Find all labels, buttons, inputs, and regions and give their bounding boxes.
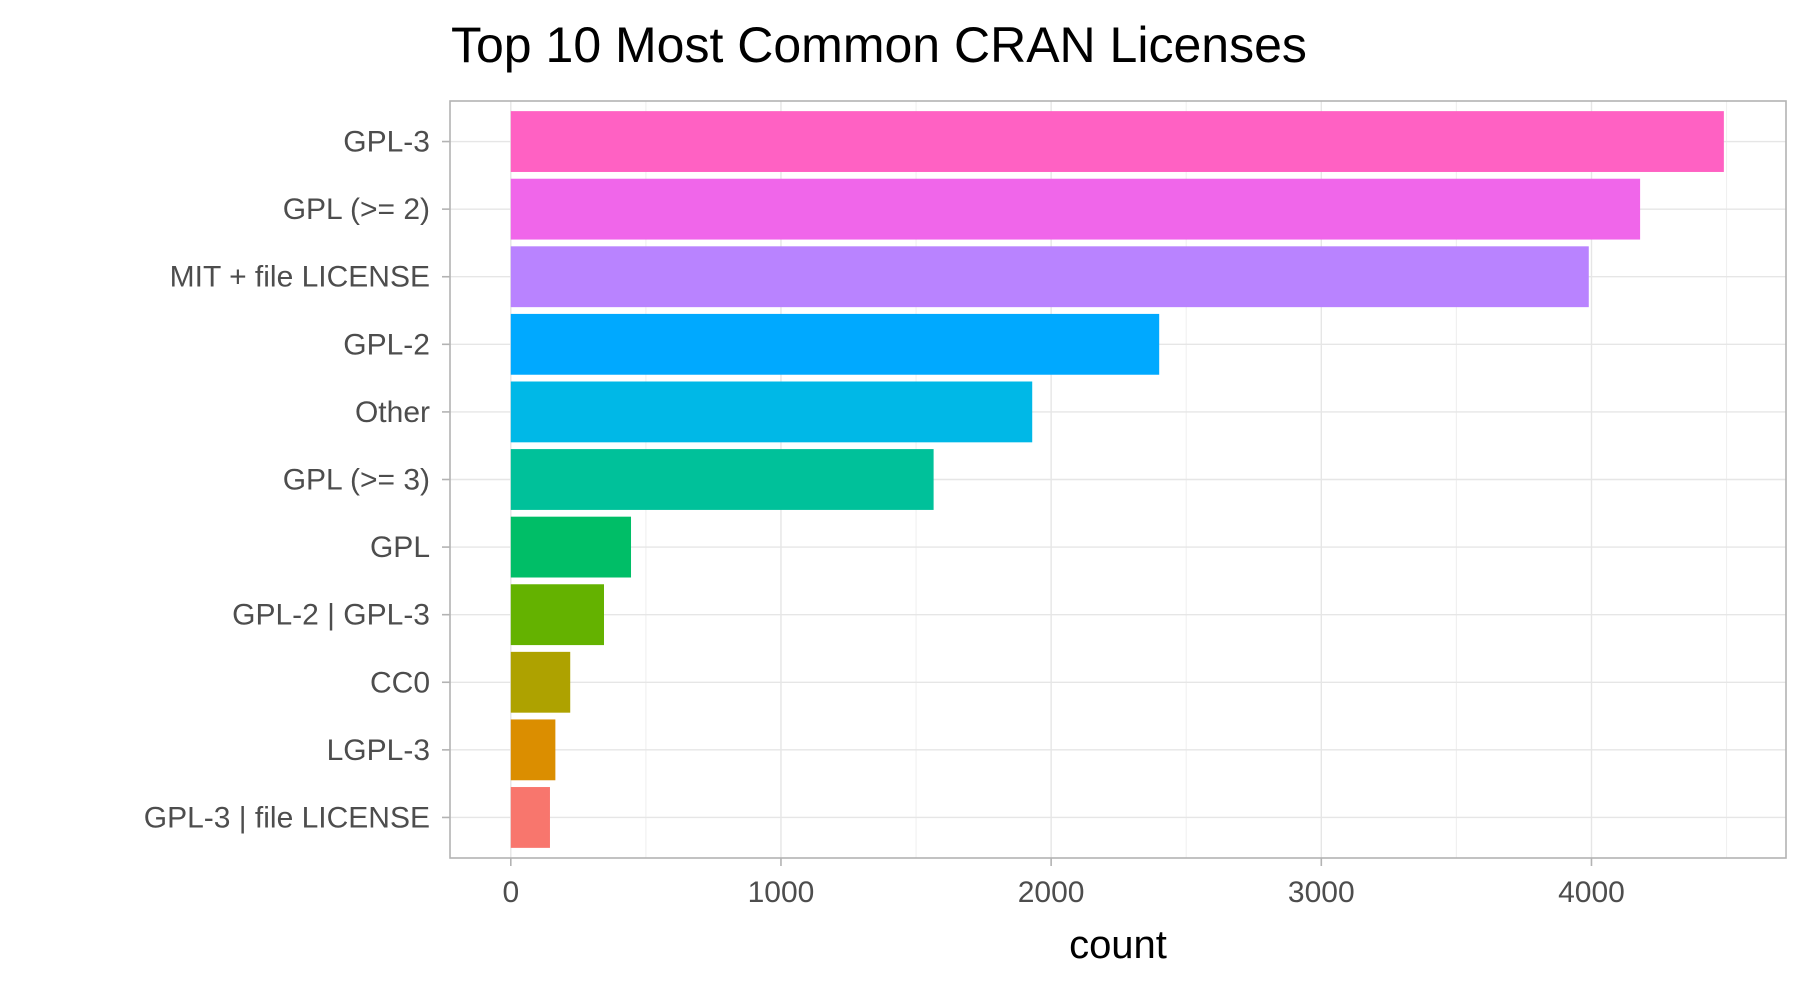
chart-title: Top 10 Most Common CRAN Licenses — [451, 17, 1307, 73]
y-tick-label: GPL-3 — [343, 126, 430, 159]
x-axis-title: count — [1069, 923, 1167, 967]
y-tick-label: GPL (>= 2) — [283, 193, 430, 226]
x-tick-label: 2000 — [1018, 876, 1085, 909]
bar — [510, 246, 1589, 308]
x-tick-label: 1000 — [748, 876, 815, 909]
x-tick-label: 3000 — [1288, 876, 1355, 909]
bar — [510, 313, 1160, 375]
bar — [510, 449, 934, 510]
y-tick-label: CC0 — [370, 666, 430, 699]
bar — [510, 584, 604, 646]
y-tick-label: LGPL-3 — [327, 734, 430, 767]
y-tick-label: MIT + file LICENSE — [170, 261, 430, 294]
bar — [510, 111, 1724, 172]
y-tick-label: Other — [355, 396, 430, 429]
y-tick-label: GPL-2 | GPL-3 — [232, 599, 430, 632]
x-axis: 0 1000 2000 3000 4000 — [502, 858, 1625, 909]
y-tick-label: GPL — [370, 531, 430, 564]
bar — [510, 787, 550, 848]
bar — [510, 381, 1033, 443]
bar — [510, 719, 556, 781]
bar — [510, 516, 632, 578]
y-tick-label: GPL-3 | file LICENSE — [144, 801, 430, 834]
y-tick-label: GPL-2 — [343, 328, 430, 361]
y-axis: GPL-3 GPL (>= 2) MIT + file LICENSE GPL-2 Ot… — [144, 126, 450, 834]
x-tick-label: 4000 — [1558, 876, 1625, 909]
x-tick-label: 0 — [502, 876, 519, 909]
bar — [510, 651, 571, 713]
y-tick-label: GPL (>= 3) — [283, 464, 430, 497]
bars — [510, 111, 1724, 848]
bar — [510, 178, 1641, 240]
